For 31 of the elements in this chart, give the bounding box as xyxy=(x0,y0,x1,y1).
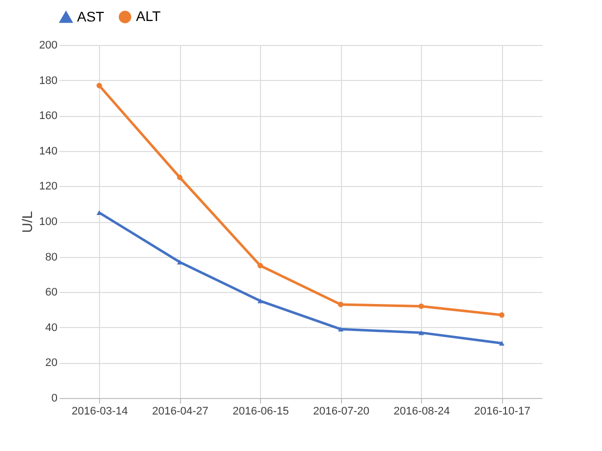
point xyxy=(177,174,182,180)
y-tick-label: 0 xyxy=(51,392,58,404)
x-tick-label: 2016-10-17 xyxy=(474,406,530,418)
y-tick-label: 180 xyxy=(39,74,58,87)
x-tick-label: 2016-08-24 xyxy=(394,406,450,418)
legend-label: AST xyxy=(77,8,105,24)
y-tick-label: 120 xyxy=(39,180,58,193)
x-tick-label: 2016-07-20 xyxy=(313,406,370,418)
point xyxy=(177,260,182,264)
y-tick-label: 100 xyxy=(39,216,58,228)
y-tick-label: 60 xyxy=(45,286,58,299)
point xyxy=(499,312,504,318)
point xyxy=(418,303,424,309)
point xyxy=(418,330,424,336)
y-axis-title: U/L xyxy=(19,210,36,233)
y-tick-label: 160 xyxy=(39,110,58,122)
point xyxy=(96,82,102,88)
x-tick-label: 2016-04-27 xyxy=(152,406,208,418)
y-tick-label: 140 xyxy=(39,145,58,158)
y-tick-label: 20 xyxy=(45,357,58,370)
point xyxy=(499,340,504,346)
x-tick-label: 2016-06-15 xyxy=(232,406,289,418)
point xyxy=(258,262,263,268)
point xyxy=(338,302,344,308)
legend-label: ALT xyxy=(136,8,162,24)
y-tick-label: 40 xyxy=(45,322,58,334)
x-tick-label: 2016-03-14 xyxy=(72,406,128,418)
y-tick-label: 80 xyxy=(45,251,58,264)
y-tick-label: 200 xyxy=(39,40,58,52)
point xyxy=(258,298,263,304)
point xyxy=(338,326,344,332)
